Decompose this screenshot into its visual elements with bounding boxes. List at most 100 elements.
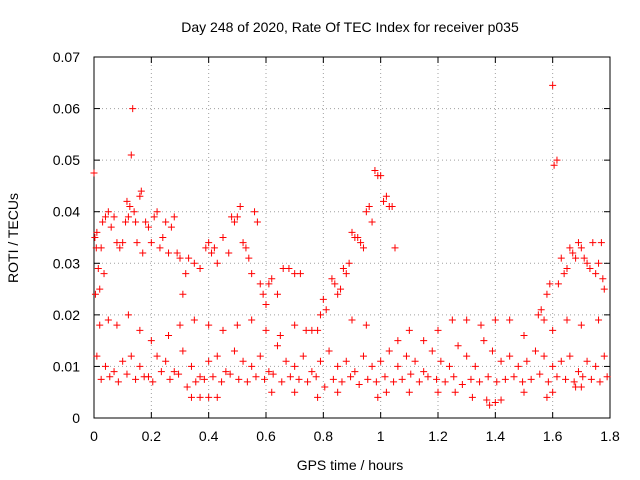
data-point xyxy=(91,290,99,298)
data-point xyxy=(463,316,471,324)
data-point xyxy=(133,239,141,247)
x-tick-label: 1.4 xyxy=(486,428,506,444)
data-point xyxy=(359,352,367,360)
grid xyxy=(94,57,610,418)
data-point xyxy=(268,388,276,396)
data-point xyxy=(129,105,137,113)
data-point xyxy=(230,347,238,355)
data-point xyxy=(248,270,256,278)
data-point xyxy=(586,264,594,272)
data-point xyxy=(454,342,462,350)
data-point xyxy=(196,393,204,401)
data-point xyxy=(381,373,389,381)
data-point xyxy=(245,254,253,262)
data-point xyxy=(362,208,370,216)
data-point xyxy=(137,187,145,195)
data-point xyxy=(557,357,565,365)
data-point xyxy=(127,151,135,159)
data-point xyxy=(179,290,187,298)
data-point xyxy=(165,249,173,257)
y-axis-label: ROTI / TECUs xyxy=(5,193,21,283)
data-point xyxy=(273,290,281,298)
data-point xyxy=(219,234,227,241)
y-tick-label: 0.06 xyxy=(53,101,80,117)
data-point xyxy=(218,378,226,386)
data-point xyxy=(93,228,101,236)
data-point xyxy=(107,223,115,231)
data-point xyxy=(345,259,353,267)
data-point xyxy=(236,203,244,211)
data-point xyxy=(226,370,234,378)
data-point xyxy=(569,249,577,257)
data-point xyxy=(592,362,600,370)
data-point xyxy=(91,234,99,241)
data-point xyxy=(342,357,350,365)
data-point xyxy=(351,368,359,376)
data-point xyxy=(127,352,135,360)
data-point xyxy=(97,244,105,252)
data-point xyxy=(165,331,173,339)
data-point xyxy=(132,218,140,226)
data-point xyxy=(162,357,170,365)
data-point xyxy=(265,368,273,376)
data-point xyxy=(230,218,238,226)
data-point xyxy=(359,244,367,252)
data-point xyxy=(377,172,385,180)
data-point xyxy=(200,375,208,383)
data-point xyxy=(549,362,557,370)
y-tick-label: 0.05 xyxy=(53,152,80,168)
data-point xyxy=(142,218,150,226)
data-point xyxy=(114,378,122,386)
data-point xyxy=(592,270,600,278)
data-point xyxy=(259,290,267,298)
data-point xyxy=(368,362,376,370)
data-point xyxy=(334,290,342,298)
data-point xyxy=(100,270,108,278)
data-point xyxy=(126,203,134,211)
data-point xyxy=(544,378,552,386)
data-point xyxy=(253,218,261,226)
data-point xyxy=(176,321,184,329)
data-point xyxy=(101,213,109,221)
data-point xyxy=(187,393,195,401)
data-point xyxy=(113,321,121,329)
data-point xyxy=(570,378,578,386)
y-tick-label: 0.01 xyxy=(53,358,80,374)
data-point xyxy=(491,316,499,324)
data-point xyxy=(166,375,174,383)
data-point xyxy=(527,375,535,383)
data-point xyxy=(467,375,475,383)
data-point xyxy=(484,373,492,381)
data-point xyxy=(540,316,548,324)
data-point xyxy=(441,378,449,386)
data-point xyxy=(553,373,561,381)
x-tick-label: 1.6 xyxy=(543,428,563,444)
data-point xyxy=(156,244,164,252)
data-point xyxy=(185,254,193,262)
data-point xyxy=(577,321,585,329)
data-point xyxy=(364,375,372,383)
data-point xyxy=(202,244,210,252)
data-point xyxy=(308,368,316,376)
data-point xyxy=(554,280,562,288)
data-point xyxy=(497,396,505,404)
data-point xyxy=(149,378,157,386)
data-point xyxy=(599,275,607,283)
data-point xyxy=(566,244,574,252)
data-point xyxy=(248,316,256,324)
data-point xyxy=(213,259,221,267)
data-point xyxy=(101,362,109,370)
data-point xyxy=(243,378,251,386)
data-point xyxy=(405,388,413,396)
data-point xyxy=(173,249,181,257)
data-point xyxy=(362,321,370,329)
data-point xyxy=(265,280,273,288)
data-point xyxy=(94,264,102,272)
data-point xyxy=(196,264,204,272)
data-point xyxy=(256,280,264,288)
data-point xyxy=(299,352,307,360)
data-point xyxy=(493,378,501,386)
data-point xyxy=(286,373,294,381)
data-point xyxy=(176,254,184,262)
